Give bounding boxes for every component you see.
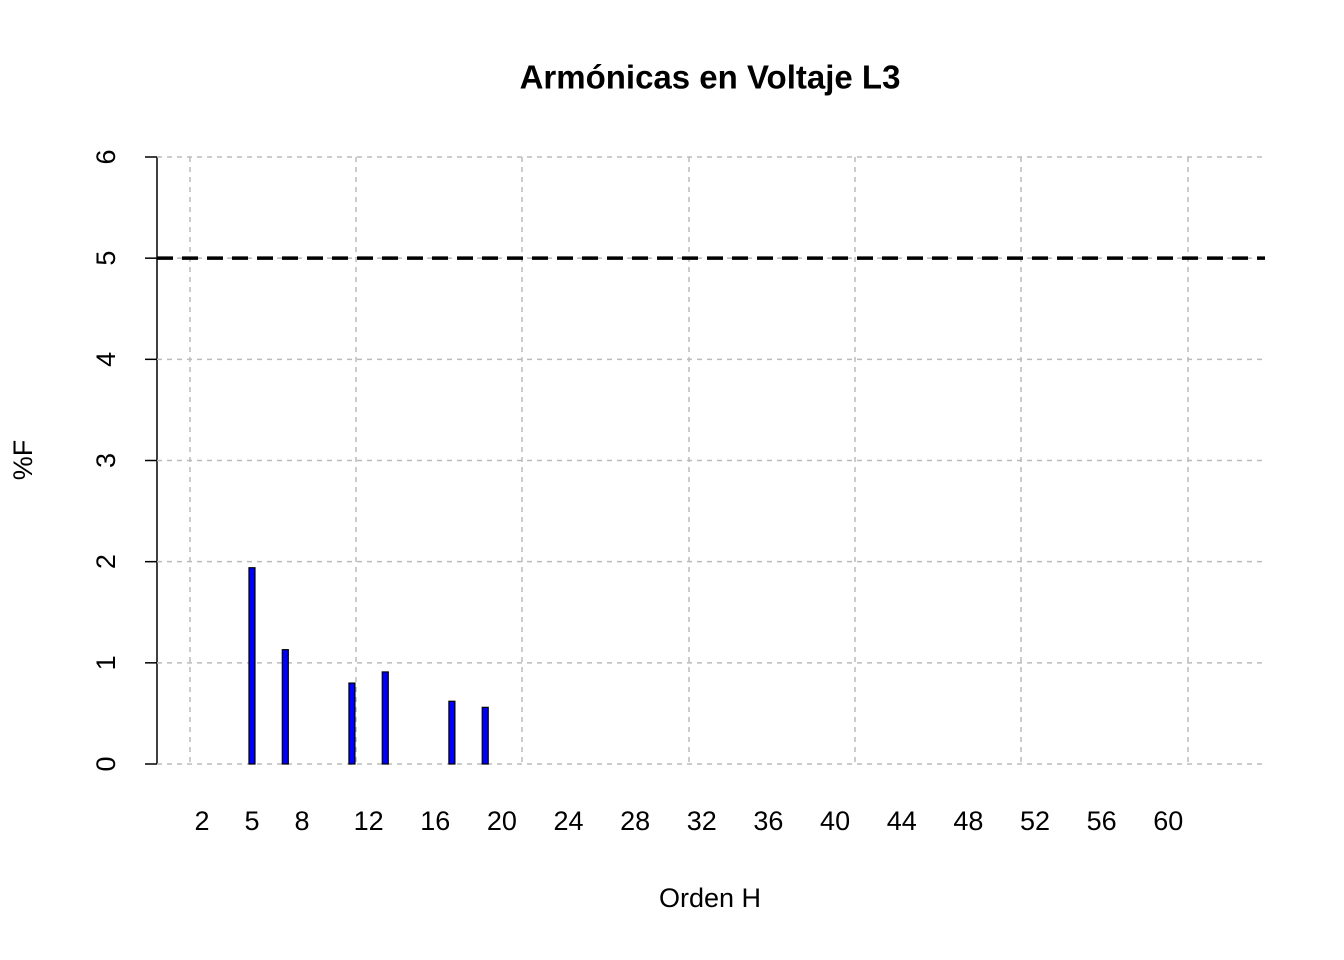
x-axis-title: Orden H — [659, 883, 761, 913]
y-tick-label: 3 — [91, 453, 121, 468]
x-tick-label: 36 — [753, 806, 783, 836]
bar — [281, 649, 289, 765]
bar — [481, 706, 489, 765]
x-tick-label: 56 — [1087, 806, 1117, 836]
x-tick-label: 8 — [294, 806, 309, 836]
x-tick-label: 16 — [420, 806, 450, 836]
x-tick-label: 52 — [1020, 806, 1050, 836]
x-tick-label: 60 — [1153, 806, 1183, 836]
x-tick-label: 12 — [354, 806, 384, 836]
y-tick-label: 4 — [91, 352, 121, 367]
y-tick-label: 0 — [91, 756, 121, 771]
x-tick-label: 5 — [244, 806, 259, 836]
bar — [248, 567, 256, 765]
y-tick-label: 1 — [91, 655, 121, 670]
x-tick-label: 24 — [553, 806, 583, 836]
x-tick-label: 28 — [620, 806, 650, 836]
x-tick-label: 32 — [687, 806, 717, 836]
y-axis-title: %F — [8, 440, 38, 481]
chart-title: Armónicas en Voltaje L3 — [520, 59, 901, 96]
x-tick-label: 2 — [194, 806, 209, 836]
bar — [381, 671, 389, 765]
y-tick-label: 5 — [91, 251, 121, 266]
x-tick-label: 40 — [820, 806, 850, 836]
bar — [448, 700, 456, 765]
x-tick-label: 20 — [487, 806, 517, 836]
x-tick-label: 48 — [953, 806, 983, 836]
x-tick-label: 44 — [887, 806, 917, 836]
y-tick-label: 6 — [91, 149, 121, 164]
y-tick-label: 2 — [91, 554, 121, 569]
bar — [348, 682, 356, 765]
